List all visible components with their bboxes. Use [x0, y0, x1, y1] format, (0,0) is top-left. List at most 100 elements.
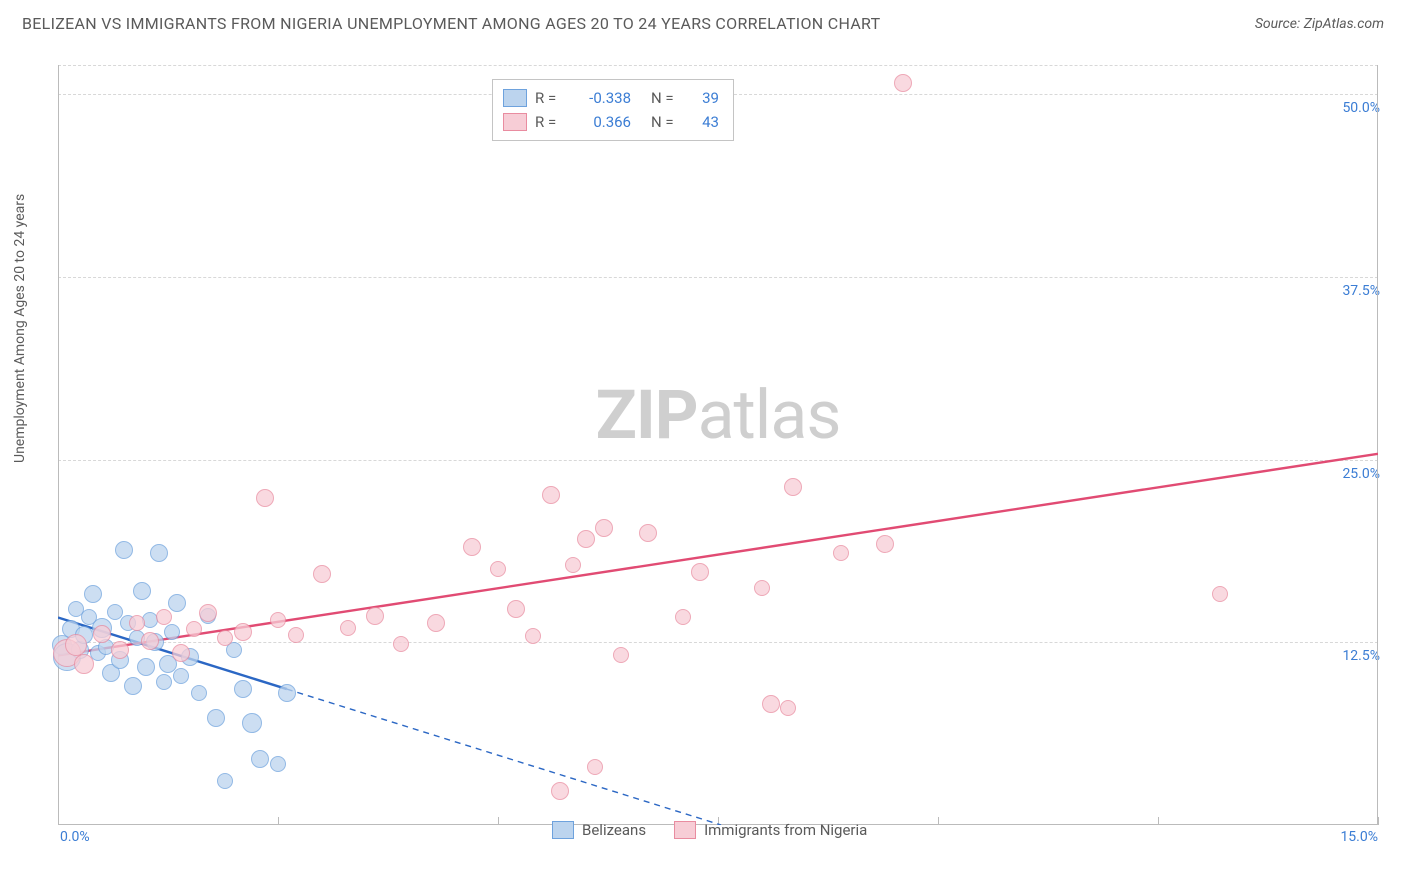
x-tick — [1158, 817, 1159, 825]
scatter-point — [551, 782, 569, 800]
scatter-point — [587, 759, 603, 775]
scatter-point — [107, 604, 123, 620]
legend-r-value: -0.338 — [575, 89, 631, 107]
scatter-point — [137, 658, 155, 676]
scatter-point — [427, 614, 445, 632]
scatter-point — [876, 535, 894, 553]
legend-swatch — [503, 89, 527, 107]
scatter-point — [251, 750, 269, 768]
x-tick — [1378, 817, 1379, 825]
x-tick — [938, 817, 939, 825]
chart-title: BELIZEAN VS IMMIGRANTS FROM NIGERIA UNEM… — [22, 14, 880, 33]
scatter-point — [270, 756, 286, 772]
legend-label: Belizeans — [582, 821, 646, 839]
legend-swatch — [503, 113, 527, 131]
scatter-point — [525, 628, 541, 644]
scatter-point — [313, 565, 331, 583]
scatter-point — [172, 644, 190, 662]
scatter-point — [115, 541, 133, 559]
scatter-point — [762, 695, 780, 713]
legend-series: Belizeans Immigrants from Nigeria — [552, 821, 867, 839]
scatter-point — [691, 563, 709, 581]
scatter-point — [595, 519, 613, 537]
legend-swatch — [552, 821, 574, 839]
scatter-point — [393, 636, 409, 652]
scatter-point — [156, 674, 172, 690]
scatter-point — [507, 600, 525, 618]
scatter-point — [186, 621, 202, 637]
legend-r-label: R = — [535, 113, 567, 131]
scatter-point — [784, 478, 802, 496]
y-tick-label: 50.0% — [1336, 100, 1380, 116]
scatter-point — [84, 585, 102, 603]
source-prefix: Source: — [1255, 16, 1304, 32]
legend-item: Belizeans — [552, 821, 646, 839]
scatter-point — [150, 544, 168, 562]
scatter-point — [168, 594, 186, 612]
scatter-point — [124, 677, 142, 695]
scatter-point — [129, 615, 145, 631]
legend-n-label: N = — [651, 89, 683, 107]
x-tick — [58, 817, 59, 825]
axis-left — [58, 65, 59, 825]
axis-right — [1377, 65, 1378, 825]
legend-label: Immigrants from Nigeria — [704, 821, 867, 839]
scatter-point — [65, 634, 87, 656]
source-link[interactable]: ZipAtlas.com — [1304, 16, 1384, 32]
scatter-point — [111, 641, 129, 659]
scatter-point — [565, 557, 581, 573]
scatter-point — [164, 624, 180, 640]
scatter-point — [833, 545, 849, 561]
x-tick-label: 15.0% — [1340, 829, 1378, 845]
y-tick-label: 12.5% — [1336, 648, 1380, 664]
gridline-h — [58, 277, 1378, 278]
scatter-point — [141, 632, 159, 650]
scatter-point — [234, 680, 252, 698]
scatter-point — [675, 609, 691, 625]
scatter-point — [93, 625, 111, 643]
legend-row: R =-0.338N =39 — [503, 86, 719, 110]
x-tick — [278, 817, 279, 825]
scatter-point — [894, 74, 912, 92]
scatter-point — [242, 713, 262, 733]
scatter-point — [199, 604, 217, 622]
legend-n-value: 43 — [691, 113, 719, 131]
scatter-point — [542, 486, 560, 504]
scatter-point — [463, 538, 481, 556]
legend-r-value: 0.366 — [575, 113, 631, 131]
scatter-point — [577, 530, 595, 548]
watermark-zip: ZIP — [596, 375, 698, 455]
scatter-point — [270, 612, 286, 628]
scatter-point — [173, 668, 189, 684]
scatter-point — [156, 609, 172, 625]
y-tick-label: 37.5% — [1336, 283, 1380, 299]
scatter-point — [613, 647, 629, 663]
watermark-atlas: atlas — [698, 375, 841, 455]
scatter-point — [234, 623, 252, 641]
legend-n-value: 39 — [691, 89, 719, 107]
scatter-point — [217, 630, 233, 646]
y-tick-label: 25.0% — [1336, 466, 1380, 482]
watermark: ZIPatlas — [596, 375, 841, 455]
scatter-point — [74, 654, 94, 674]
scatter-point — [217, 773, 233, 789]
scatter-point — [256, 489, 274, 507]
legend-swatch — [674, 821, 696, 839]
scatter-point — [780, 700, 796, 716]
gridline-h — [58, 642, 1378, 643]
legend-n-label: N = — [651, 113, 683, 131]
plot-area: ZIPatlas 12.5%25.0%37.5%50.0%0.0%15.0%R … — [58, 65, 1378, 825]
scatter-point — [366, 607, 384, 625]
scatter-point — [207, 709, 225, 727]
scatter-point — [191, 685, 207, 701]
header: BELIZEAN VS IMMIGRANTS FROM NIGERIA UNEM… — [0, 0, 1406, 43]
scatter-point — [639, 524, 657, 542]
scatter-point — [754, 580, 770, 596]
trend-lines — [58, 65, 1378, 825]
scatter-point — [1212, 586, 1228, 602]
x-tick-label: 0.0% — [60, 829, 90, 845]
legend-item: Immigrants from Nigeria — [674, 821, 867, 839]
legend-row: R = 0.366 N = 43 — [503, 110, 719, 134]
trend-line — [58, 454, 1378, 656]
scatter-point — [278, 684, 296, 702]
